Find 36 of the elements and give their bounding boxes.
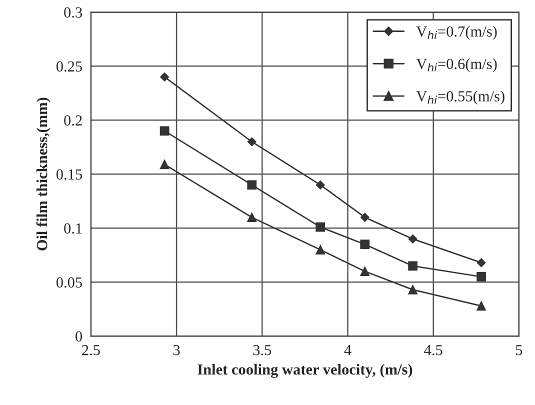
point: [160, 72, 170, 82]
x-tick-label: 4: [344, 345, 352, 356]
point: [247, 137, 256, 146]
y-tick-label: 0.1: [64, 223, 82, 234]
point: [408, 261, 418, 271]
point: [476, 301, 486, 311]
legend-label: V$_{hi}$=0.6(m/s): [416, 58, 497, 72]
point: [476, 272, 486, 282]
legend-label: V$_{hi}$=0.7(m/s): [416, 26, 497, 40]
point: [316, 245, 326, 254]
point: [316, 180, 325, 190]
y-tick-label: 0.05: [56, 277, 82, 288]
x-axis-title: Inlet cooling water velocity, (m/s): [198, 364, 412, 378]
y-tick-label: 0: [76, 331, 82, 342]
y-tick-label: 0.15: [56, 169, 82, 180]
point: [408, 285, 418, 294]
x-tick-label: 4.5: [424, 345, 442, 356]
point: [360, 266, 370, 276]
y-tick-label: 0.25: [56, 61, 82, 72]
point: [247, 212, 257, 222]
y-tick-label: 0.3: [64, 7, 82, 18]
point: [160, 160, 170, 170]
x-tick-label: 2.5: [82, 344, 100, 356]
point: [316, 222, 326, 232]
point: [247, 180, 257, 190]
x-tick-label: 3.5: [253, 344, 272, 356]
x-tick-label: 5: [516, 345, 522, 356]
point: [360, 240, 370, 250]
y-axis-title: Oil film thickness,(mm): [36, 98, 50, 250]
point: [360, 212, 370, 222]
legend-label: V$_{hi}$=0.55(m/s): [416, 90, 504, 105]
x-tick-label: 3: [173, 344, 180, 356]
point: [476, 258, 486, 268]
point: [160, 126, 170, 136]
y-tick-label: 0.2: [64, 115, 82, 126]
point: [408, 234, 418, 244]
